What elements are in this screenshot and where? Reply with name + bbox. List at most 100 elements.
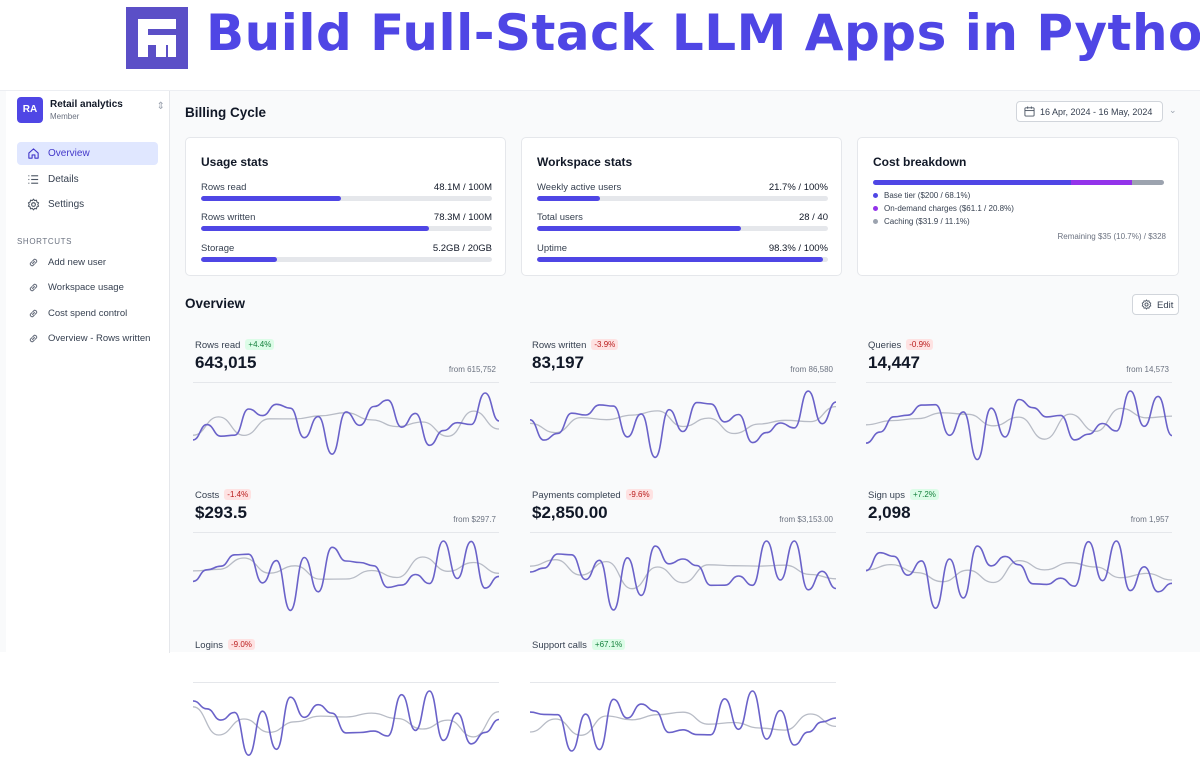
sparkline-chart xyxy=(865,540,1173,610)
usage-stats-card: Usage stats Rows read 48.1M / 100M Rows … xyxy=(185,137,506,276)
banner-title: Build Full-Stack LLM Apps in Python xyxy=(206,4,1200,62)
link-icon xyxy=(29,309,38,317)
sparkline-current xyxy=(865,390,1173,461)
legend-dot xyxy=(873,219,878,225)
stat-value: 98.3% / 100% xyxy=(768,243,828,254)
sparkline-previous xyxy=(865,407,1173,440)
sparkline-chart xyxy=(865,390,1173,461)
metric-name: Sign ups +7.2% xyxy=(868,489,939,501)
metric-label: Costs xyxy=(195,490,220,501)
divider xyxy=(193,682,499,683)
stat-value: 78.3M / 100M xyxy=(433,212,492,223)
sparkline-chart xyxy=(529,690,837,752)
progress-track xyxy=(201,226,492,231)
change-badge: -0.9% xyxy=(906,339,934,350)
change-badge: -3.9% xyxy=(591,339,619,350)
edit-button[interactable]: Edit xyxy=(1132,294,1179,315)
link-icon xyxy=(29,284,38,292)
sparkline-chart xyxy=(529,540,837,611)
cost-remaining: Remaining $35 (10.7%) / $328 xyxy=(1057,232,1166,241)
progress-fill xyxy=(201,257,277,262)
shortcut-label: Workspace usage xyxy=(48,282,124,294)
divider xyxy=(530,532,836,533)
metric-card: Logins -9.0% xyxy=(192,639,500,774)
metric-name: Queries -0.9% xyxy=(868,339,934,351)
stat-value: 48.1M / 100M xyxy=(433,182,492,193)
stat-name: Uptime xyxy=(537,243,568,254)
sparkline-chart xyxy=(192,540,500,612)
progress-fill xyxy=(537,226,741,231)
sidebar-item-overview[interactable]: Overview xyxy=(17,142,158,165)
metric-value: $293.5 xyxy=(195,503,247,522)
sparkline-current xyxy=(192,690,500,757)
shortcuts-heading: SHORTCUTS xyxy=(17,237,73,246)
sidebar-item-details[interactable]: Details xyxy=(17,168,158,191)
metric-label: Support calls xyxy=(532,640,587,651)
shortcut-cost-spend-control[interactable]: Cost spend control xyxy=(17,302,158,325)
cost-breakdown-title: Cost breakdown xyxy=(873,155,967,169)
metric-label: Logins xyxy=(195,640,223,651)
divider xyxy=(193,532,499,533)
cost-item-label: Base tier ($200 / 68.1%) xyxy=(884,191,971,200)
overview-title: Overview xyxy=(185,296,246,311)
progress-track xyxy=(537,226,828,231)
sidebar-item-settings[interactable]: Settings xyxy=(17,193,158,216)
cost-stacked-bar xyxy=(873,180,1164,185)
metric-previous-value: from 14,573 xyxy=(1126,365,1169,374)
workspace-switcher[interactable]: RA Retail analytics Member ⇕ xyxy=(17,97,165,125)
metric-name: Rows read +4.4% xyxy=(195,339,275,351)
shortcut-add-new-user[interactable]: Add new user xyxy=(17,251,158,274)
sparkline-current xyxy=(529,690,837,752)
metric-value: 643,015 xyxy=(195,353,257,372)
shortcut-label: Add new user xyxy=(48,257,107,268)
divider xyxy=(866,532,1172,533)
shortcuts-list: Add new user Workspace usage Cost spend … xyxy=(17,251,158,352)
metric-name: Costs -1.4% xyxy=(195,489,252,501)
list-icon xyxy=(28,174,39,184)
stat-name: Total users xyxy=(537,212,583,223)
stat-name: Rows read xyxy=(201,182,247,193)
metric-card: Payments completed -9.6% $2,850.00 from $3,… xyxy=(529,489,837,624)
metric-label: Payments completed xyxy=(532,490,621,501)
progress-track xyxy=(537,196,828,201)
workspace-avatar: RA xyxy=(17,97,43,123)
date-range-label: 16 Apr, 2024 - 16 May, 2024 xyxy=(1040,107,1153,117)
change-badge: +67.1% xyxy=(591,639,626,650)
metric-previous-value: from 86,580 xyxy=(790,365,833,374)
divider xyxy=(530,682,836,683)
calendar-icon xyxy=(1024,106,1035,117)
shortcut-overview-rows-written[interactable]: Overview - Rows written xyxy=(17,327,158,350)
stat-value: 21.7% / 100% xyxy=(768,182,828,193)
stat-name: Rows written xyxy=(201,212,256,223)
metric-label: Queries xyxy=(868,340,902,351)
workspace-stat-weekly-active-users: Weekly active users 21.7% / 100% xyxy=(537,182,828,210)
metric-card: Rows read +4.4% 643,015 from 615,752 xyxy=(192,339,500,474)
workspace-stats-card: Workspace stats Weekly active users 21.7… xyxy=(521,137,842,276)
sparkline-current xyxy=(529,390,837,459)
cost-item-caching: Caching ($31.9 / 11.1%) xyxy=(873,217,970,226)
usage-stats-title: Usage stats xyxy=(201,155,269,169)
change-badge: -1.4% xyxy=(224,489,252,500)
edit-button-label: Edit xyxy=(1157,300,1174,311)
sparkline-previous xyxy=(529,711,837,736)
cost-bar-segment xyxy=(873,180,1072,185)
progress-fill xyxy=(201,196,341,201)
stat-value: 5.2GB / 20GB xyxy=(432,243,492,254)
change-badge: -9.0% xyxy=(228,639,255,650)
sparkline-previous xyxy=(192,410,500,437)
progress-fill xyxy=(537,196,601,201)
sparkline-current xyxy=(865,540,1173,610)
metric-label: Rows written xyxy=(532,340,587,351)
shortcut-label: Cost spend control xyxy=(48,307,128,319)
metric-previous-value: from 615,752 xyxy=(448,365,496,374)
cost-item-label: Caching ($31.9 / 11.1%) xyxy=(884,217,970,226)
date-range-picker[interactable]: 16 Apr, 2024 - 16 May, 2024 xyxy=(1016,101,1163,122)
chevron-up-down-icon: ⇕ xyxy=(156,101,165,112)
sparkline-current xyxy=(192,540,500,612)
chevron-down-icon[interactable]: ⌄ xyxy=(1169,105,1177,115)
usage-stat-rows-written: Rows written 78.3M / 100M xyxy=(201,212,492,240)
dashboard-app: RA Retail analytics Member ⇕ Overview De… xyxy=(0,90,1200,757)
shortcut-workspace-usage[interactable]: Workspace usage xyxy=(17,276,158,299)
link-icon xyxy=(29,258,38,267)
metric-card: Support calls +67.1% xyxy=(529,639,837,774)
